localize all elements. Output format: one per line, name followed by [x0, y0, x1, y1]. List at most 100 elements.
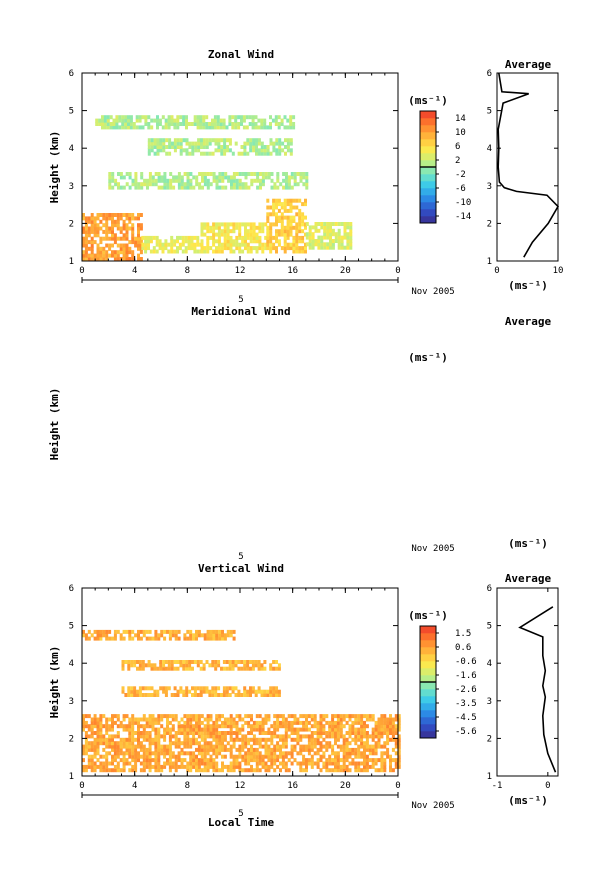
heatmap-cell — [221, 714, 224, 719]
heatmap-cell — [154, 761, 158, 766]
heatmap-cell — [252, 239, 256, 244]
heatmap-cell — [137, 213, 140, 217]
heatmap-cell — [313, 714, 317, 719]
heatmap-cell — [116, 257, 120, 261]
y-tick-label: 5 — [69, 622, 74, 632]
heatmap-cell — [346, 242, 350, 247]
heatmap-cell — [316, 737, 320, 742]
heatmap-cell — [299, 764, 303, 769]
heatmap-cell — [84, 240, 88, 245]
heatmap-cell — [261, 246, 265, 251]
heatmap-cell — [286, 148, 290, 153]
heatmap-cell — [169, 182, 173, 187]
heatmap-cell — [326, 222, 330, 226]
heatmap-cell — [252, 747, 256, 752]
heatmap-cell — [226, 138, 229, 143]
heatmap-cell — [254, 125, 258, 130]
heatmap-cell — [113, 758, 117, 763]
heatmap-cell — [183, 633, 187, 638]
heatmap-cell — [293, 175, 297, 180]
heatmap-cell — [240, 666, 244, 671]
heatmap-cell — [115, 122, 119, 126]
heatmap-cell — [217, 232, 221, 237]
heatmap-cell — [186, 182, 190, 187]
heatmap-cell — [109, 122, 113, 126]
heatmap-cell — [125, 741, 129, 746]
average-y-tick-label: 4 — [487, 659, 492, 669]
heatmap-cell — [174, 744, 178, 749]
heatmap-cell — [178, 246, 182, 251]
heatmap-cell — [147, 115, 151, 120]
heatmap-cell — [183, 764, 187, 769]
heatmap-cell — [238, 731, 242, 735]
heatmap-cell — [383, 758, 387, 763]
heatmap-cell — [237, 151, 241, 156]
heatmap-cell — [147, 660, 151, 664]
heatmap-cell — [348, 734, 352, 739]
heatmap-cell — [325, 734, 329, 739]
heatmap-cell — [244, 225, 247, 230]
heatmap-cell — [166, 761, 169, 766]
heatmap-cell — [365, 717, 369, 722]
heatmap-cell — [228, 663, 232, 668]
heatmap-cell — [290, 720, 294, 725]
heatmap-cell — [244, 172, 248, 176]
heatmap-cell — [287, 175, 291, 180]
panel-meridional-wind: Meridional Wind Height (km) 5 Nov 2005 (… — [48, 305, 559, 798]
heatmap-cell — [292, 235, 296, 240]
heatmap-cell — [282, 178, 286, 183]
heatmap-cell — [258, 768, 262, 773]
heatmap-cell — [296, 741, 300, 746]
heatmap-cell — [105, 226, 109, 231]
heatmap-cell — [105, 213, 109, 217]
heatmap-cell — [249, 232, 253, 237]
heatmap-cell — [195, 754, 198, 759]
heatmap-cell — [215, 185, 219, 190]
colorbar-swatch — [420, 731, 436, 739]
heatmap-cell — [216, 122, 220, 126]
heatmap-cell — [252, 232, 256, 237]
heatmap-cell — [166, 758, 169, 763]
heatmap-cell — [287, 727, 291, 732]
heatmap-cell — [128, 633, 132, 638]
heatmap-cell — [148, 747, 152, 752]
heatmap-cell — [137, 240, 140, 245]
heatmap-cell — [342, 741, 346, 746]
heatmap-cell — [289, 118, 293, 123]
heatmap-cell — [277, 229, 281, 234]
heatmap-cell — [203, 734, 207, 739]
heatmap-cell — [234, 118, 238, 123]
heatmap-cell — [264, 720, 268, 725]
heatmap-cell — [256, 185, 260, 190]
heatmap-cell — [228, 148, 232, 153]
heatmap-cell — [225, 689, 229, 694]
heatmap-cell — [273, 182, 277, 187]
heatmap-cell — [117, 182, 120, 187]
heatmap-cell — [189, 629, 193, 634]
heatmap-cell — [122, 243, 126, 248]
heatmap-cell — [197, 758, 201, 763]
heatmap-cell — [90, 731, 94, 735]
heatmap-cell — [260, 141, 264, 146]
heatmap-cell — [129, 118, 133, 123]
heatmap-cell — [128, 175, 132, 180]
heatmap-cell — [116, 761, 120, 766]
heatmap-cell — [93, 737, 97, 742]
heatmap-cell — [106, 122, 110, 126]
heatmap-cell — [329, 242, 332, 247]
heatmap-cell — [304, 222, 307, 227]
heatmap-cell — [177, 764, 181, 769]
heatmap-cell — [307, 720, 311, 725]
heatmap-cell — [116, 223, 120, 228]
heatmap-cell — [273, 734, 277, 739]
heatmap-cell — [145, 737, 149, 742]
colorbar-swatch — [420, 661, 436, 669]
heatmap-cell — [275, 239, 278, 244]
heatmap-cell — [255, 764, 259, 769]
heatmap-cell — [124, 125, 128, 130]
heatmap-cell — [319, 744, 323, 749]
heatmap-cell — [156, 689, 160, 694]
heatmap-cell — [345, 751, 349, 756]
heatmap-cell — [125, 744, 129, 749]
heatmap-cell — [192, 727, 196, 732]
